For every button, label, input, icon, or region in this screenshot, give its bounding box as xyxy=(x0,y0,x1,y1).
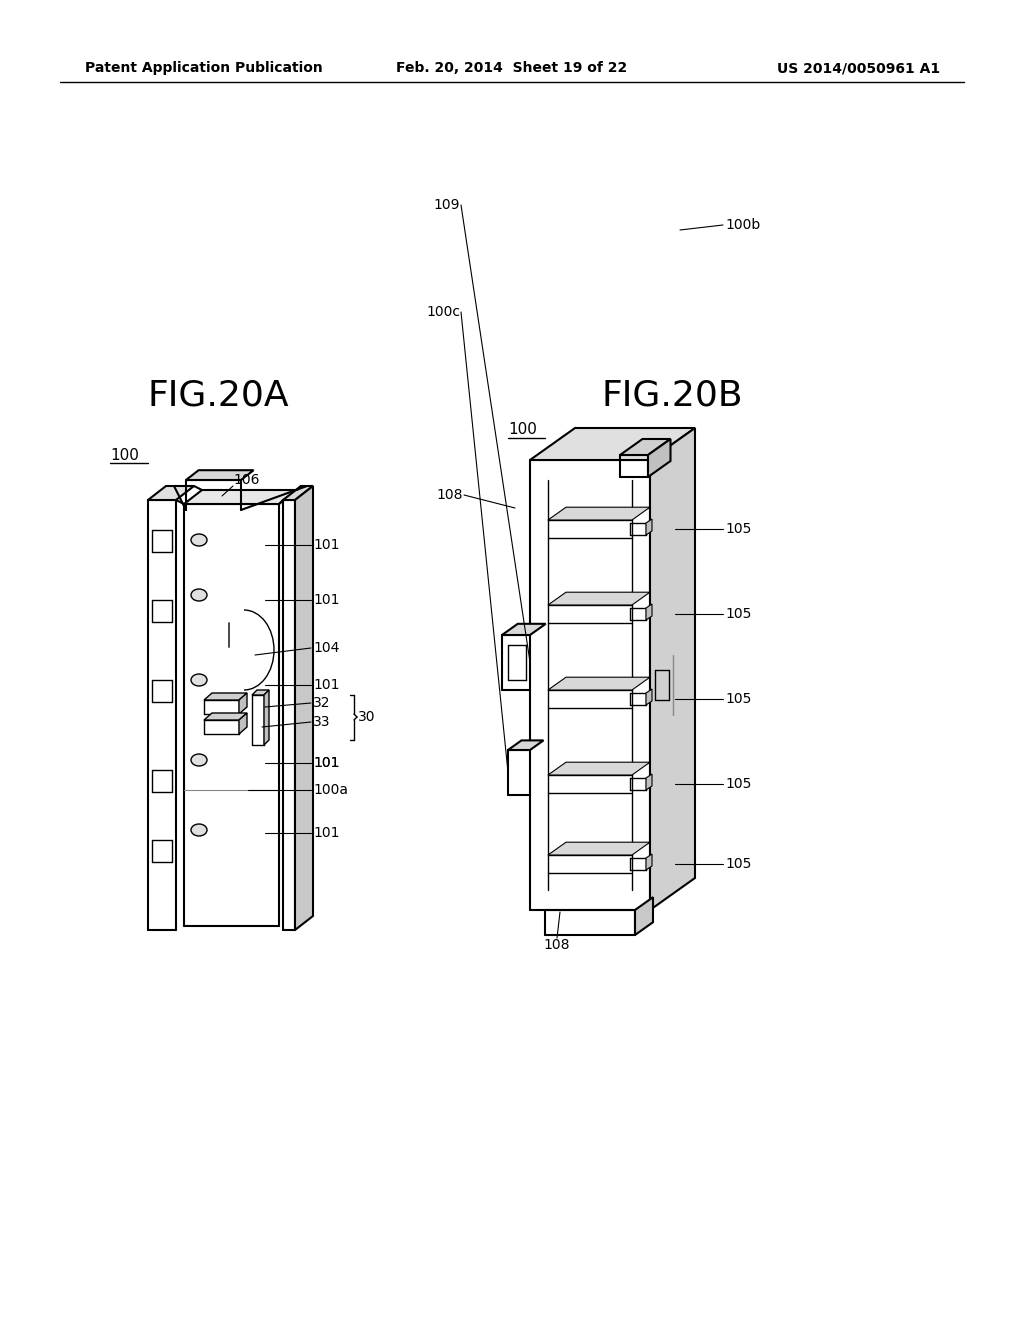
Text: 108: 108 xyxy=(436,488,463,502)
Ellipse shape xyxy=(191,675,207,686)
Polygon shape xyxy=(548,593,650,605)
Text: 105: 105 xyxy=(725,607,752,620)
Text: US 2014/0050961 A1: US 2014/0050961 A1 xyxy=(777,61,940,75)
Text: FIG.20A: FIG.20A xyxy=(147,378,289,412)
Text: 108: 108 xyxy=(544,939,570,952)
Text: 100: 100 xyxy=(508,422,537,437)
Text: 101: 101 xyxy=(313,756,340,770)
Polygon shape xyxy=(508,741,544,750)
Text: 101: 101 xyxy=(313,756,340,770)
Polygon shape xyxy=(252,690,269,696)
Ellipse shape xyxy=(191,754,207,766)
Polygon shape xyxy=(635,898,653,935)
Text: 100a: 100a xyxy=(313,783,348,797)
Ellipse shape xyxy=(191,589,207,601)
Ellipse shape xyxy=(191,535,207,546)
Text: 101: 101 xyxy=(313,678,340,692)
Text: 104: 104 xyxy=(313,642,339,655)
Polygon shape xyxy=(646,774,652,789)
Text: FIG.20B: FIG.20B xyxy=(601,378,742,412)
Polygon shape xyxy=(548,842,650,855)
Polygon shape xyxy=(502,624,546,635)
Polygon shape xyxy=(184,490,297,504)
Polygon shape xyxy=(646,854,652,870)
Polygon shape xyxy=(548,677,650,690)
Polygon shape xyxy=(283,486,313,500)
Text: 101: 101 xyxy=(313,539,340,552)
Text: 106: 106 xyxy=(233,473,259,487)
Text: 101: 101 xyxy=(313,826,340,840)
Polygon shape xyxy=(204,713,247,719)
Polygon shape xyxy=(239,713,247,734)
Polygon shape xyxy=(204,693,247,700)
Text: 32: 32 xyxy=(313,696,331,710)
Text: Patent Application Publication: Patent Application Publication xyxy=(85,61,323,75)
Text: 100c: 100c xyxy=(426,305,460,319)
Text: 100b: 100b xyxy=(725,218,760,232)
Text: 105: 105 xyxy=(725,521,752,536)
Polygon shape xyxy=(264,690,269,744)
Polygon shape xyxy=(148,486,194,500)
Polygon shape xyxy=(646,689,652,705)
Text: 109: 109 xyxy=(433,198,460,213)
Ellipse shape xyxy=(191,824,207,836)
Text: 105: 105 xyxy=(725,857,752,871)
Polygon shape xyxy=(646,605,652,620)
Polygon shape xyxy=(239,693,247,714)
Text: Feb. 20, 2014  Sheet 19 of 22: Feb. 20, 2014 Sheet 19 of 22 xyxy=(396,61,628,75)
Polygon shape xyxy=(530,428,695,459)
Text: 105: 105 xyxy=(725,692,752,706)
Polygon shape xyxy=(548,762,650,775)
Polygon shape xyxy=(650,428,695,909)
Polygon shape xyxy=(646,519,652,535)
Polygon shape xyxy=(295,486,313,931)
Text: 100: 100 xyxy=(110,447,139,462)
Polygon shape xyxy=(186,470,254,480)
Polygon shape xyxy=(648,440,671,477)
Text: 105: 105 xyxy=(725,777,752,791)
Text: 101: 101 xyxy=(313,593,340,607)
Text: 30: 30 xyxy=(358,710,376,723)
Polygon shape xyxy=(620,440,671,455)
Polygon shape xyxy=(548,507,650,520)
Text: 33: 33 xyxy=(313,715,331,729)
